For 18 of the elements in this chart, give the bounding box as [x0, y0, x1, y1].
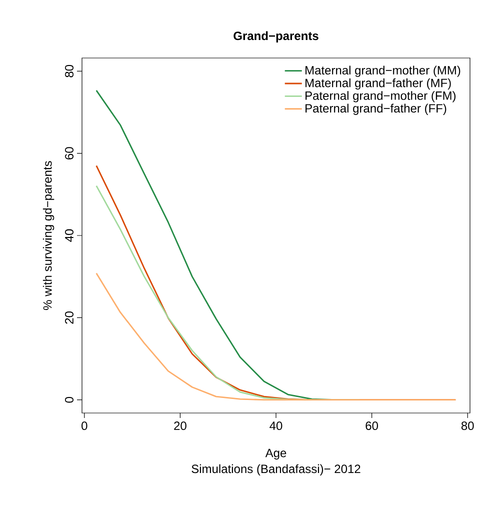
y-tick-label: 0	[64, 396, 74, 403]
x-tick-label: 40	[270, 422, 282, 430]
y-tick-label: 20	[64, 311, 74, 324]
text: Simulations (Bandafassi)− 2012	[192, 464, 360, 476]
legend-label: Paternal grand−father (FF)	[306, 104, 446, 115]
y-axis-title: % with surviving gd−parents	[42, 161, 54, 310]
x-tick-label: 60	[366, 422, 378, 430]
legend-label: Maternal grand−mother (MM)	[306, 66, 460, 77]
y-tick-label: 60	[64, 147, 74, 160]
x-tick-label: 80	[461, 422, 474, 430]
y-tick-label: 80	[64, 64, 74, 78]
x-tick-label: 20	[174, 422, 186, 430]
y-tick-label: 40	[64, 229, 74, 242]
legend-label: Maternal grand−father (MF)	[306, 78, 451, 90]
x-axis-title: Age	[265, 448, 286, 460]
x-tick-label: 0	[82, 422, 88, 430]
legend-label: Paternal grand−mother (FM)	[306, 91, 456, 102]
chart-title: Grand−parents	[234, 31, 318, 42]
